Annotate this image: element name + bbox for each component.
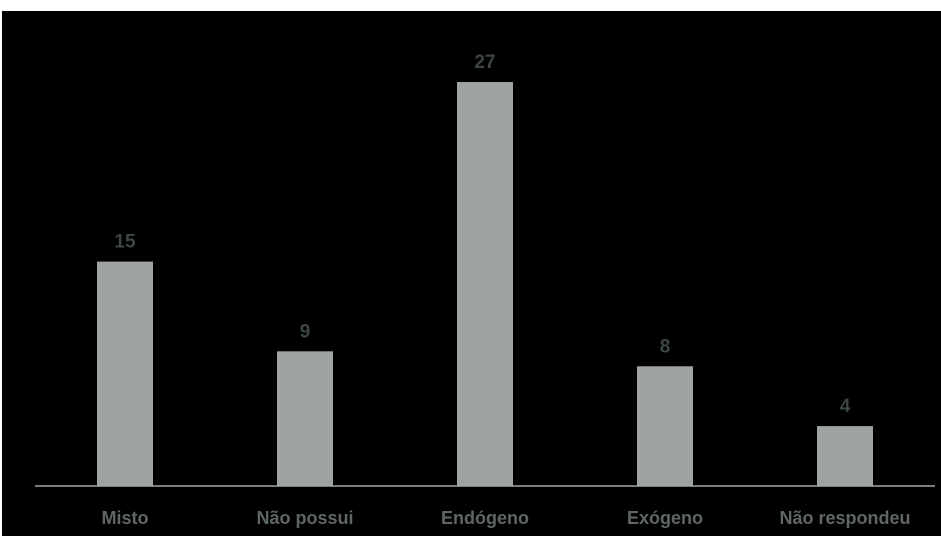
value-label-misto: 15 bbox=[114, 232, 136, 253]
category-label-exogeno: Exógeno bbox=[627, 508, 703, 528]
bar-nao-possui bbox=[277, 351, 333, 486]
category-label-nao-respondeu: Não respondeu bbox=[779, 508, 910, 528]
value-label-nao-possui: 9 bbox=[300, 321, 311, 342]
bar-exogeno bbox=[637, 366, 693, 486]
category-labels-layer: Misto Não possui Endógeno Exógeno Não respon… bbox=[102, 508, 911, 528]
value-label-nao-respondeu: 4 bbox=[840, 396, 851, 417]
category-label-misto: Misto bbox=[102, 508, 149, 528]
value-label-exogeno: 8 bbox=[660, 336, 671, 357]
bars-layer bbox=[97, 82, 873, 486]
category-label-endogeno: Endógeno bbox=[441, 508, 529, 528]
value-labels-layer: 15 9 27 8 4 bbox=[114, 52, 850, 417]
bar-misto bbox=[97, 261, 153, 486]
value-label-endogeno: 27 bbox=[474, 52, 495, 73]
bar-endogeno bbox=[457, 82, 513, 486]
bar-nao-respondeu bbox=[817, 426, 873, 486]
category-label-nao-possui: Não possui bbox=[256, 508, 353, 528]
